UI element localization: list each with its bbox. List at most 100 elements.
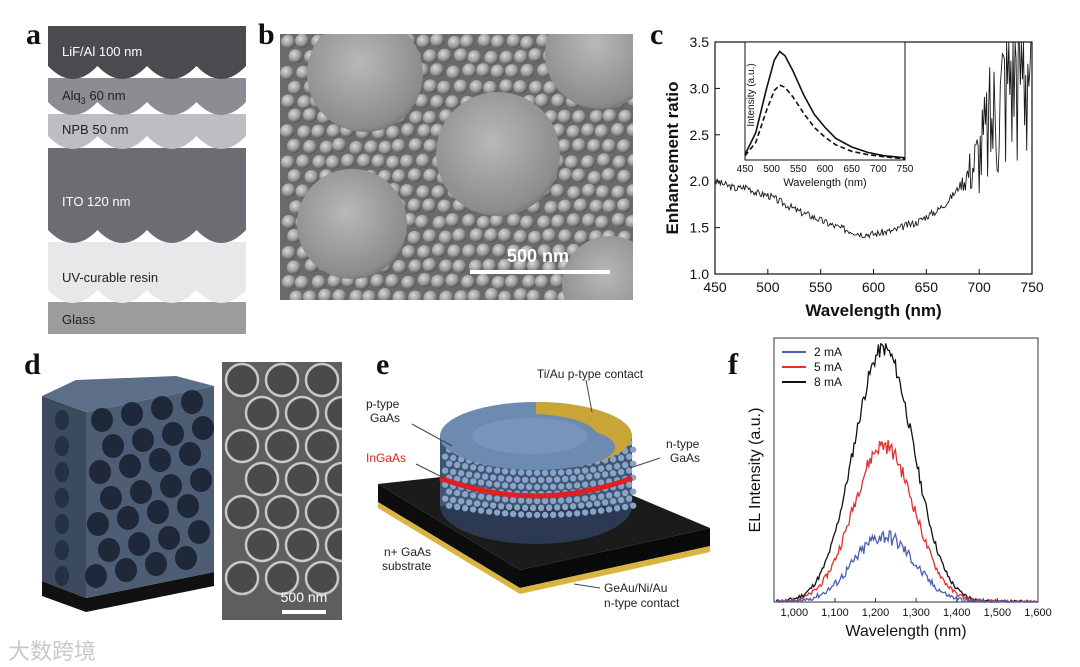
- small-sphere: [362, 290, 377, 300]
- small-sphere: [280, 124, 295, 139]
- nanobead: [533, 511, 541, 519]
- opal-hole: [158, 526, 180, 550]
- nanobead: [501, 510, 509, 517]
- nanobead: [609, 456, 617, 463]
- nanobead: [625, 467, 633, 474]
- small-sphere: [415, 214, 430, 229]
- nanobead: [529, 476, 537, 484]
- nanobead: [561, 503, 569, 511]
- small-sphere: [452, 228, 467, 243]
- nanobead: [477, 479, 485, 486]
- small-sphere: [467, 50, 482, 65]
- small-sphere: [445, 273, 460, 288]
- layer-label: ITO 120 nm: [62, 194, 130, 209]
- small-sphere: [490, 213, 505, 228]
- top-contact-ring: [536, 402, 632, 464]
- panel-label-f: f: [728, 348, 738, 381]
- small-sphere: [476, 243, 491, 258]
- small-sphere: [513, 258, 528, 273]
- small-sphere: [294, 275, 309, 290]
- nanobead: [573, 468, 581, 475]
- small-sphere: [423, 168, 438, 183]
- nanobead: [457, 470, 465, 477]
- small-sphere: [581, 123, 596, 138]
- ingaas-layer: [439, 475, 633, 499]
- opal-hole: [85, 564, 107, 588]
- pore-ring: [324, 395, 342, 431]
- small-sphere: [446, 65, 461, 80]
- nanobead: [629, 502, 637, 509]
- nanobead: [549, 483, 557, 491]
- nanobead: [469, 506, 477, 513]
- opal-hole: [55, 566, 69, 586]
- nanobead: [521, 476, 529, 484]
- small-sphere: [550, 273, 565, 288]
- small-sphere: [416, 185, 431, 200]
- opal-hole: [55, 540, 69, 560]
- small-sphere: [572, 138, 587, 153]
- small-sphere: [526, 258, 541, 273]
- nanobead: [549, 469, 557, 477]
- opal-hole: [100, 486, 122, 510]
- small-sphere: [507, 213, 522, 228]
- small-sphere: [281, 214, 296, 229]
- x-tick-label: 1,400: [943, 607, 971, 619]
- watermark-text: 大数跨境: [8, 640, 97, 665]
- small-sphere: [513, 229, 528, 244]
- nanobead: [477, 493, 485, 500]
- series-line-enhancement: [714, 41, 1032, 240]
- small-sphere: [288, 49, 303, 64]
- y-tick-label: 2.5: [690, 127, 710, 143]
- small-sphere: [432, 215, 447, 230]
- small-sphere: [371, 154, 386, 169]
- nanobead: [453, 475, 461, 483]
- nanobead: [481, 501, 489, 508]
- nanobead: [585, 473, 593, 480]
- opal-hole: [147, 500, 169, 524]
- nanobead: [605, 492, 613, 499]
- small-sphere: [430, 94, 445, 109]
- small-sphere: [528, 230, 543, 245]
- small-sphere: [311, 124, 326, 139]
- small-sphere: [319, 140, 334, 155]
- opal-hole: [55, 462, 69, 482]
- small-sphere: [467, 289, 482, 300]
- nanobead: [577, 474, 585, 481]
- pore-ring: [224, 428, 260, 464]
- nanobead: [461, 463, 469, 470]
- panel-label-d: d: [24, 348, 41, 381]
- small-sphere: [462, 63, 477, 78]
- panel-label-a: a: [26, 18, 41, 51]
- small-sphere: [594, 124, 609, 139]
- pore-ring: [304, 494, 340, 530]
- small-sphere: [564, 155, 579, 170]
- nanobead: [621, 461, 629, 469]
- small-sphere: [492, 243, 507, 258]
- small-sphere: [392, 290, 407, 300]
- pore-ring: [224, 560, 260, 596]
- nanobead: [517, 469, 525, 476]
- large-sphere: [297, 169, 407, 279]
- small-sphere: [287, 138, 302, 153]
- small-sphere: [332, 289, 347, 300]
- pore-ring: [284, 461, 320, 497]
- small-sphere: [611, 123, 626, 138]
- panel-label-b: b: [258, 18, 275, 51]
- nanobead: [465, 471, 473, 478]
- small-sphere: [407, 168, 422, 183]
- x-tick-label: 1,100: [821, 607, 849, 619]
- small-sphere: [378, 140, 393, 155]
- opal-hole: [117, 506, 139, 530]
- small-sphere: [445, 213, 460, 228]
- large-sphere: [436, 92, 560, 216]
- opal-hole: [177, 494, 199, 518]
- small-sphere: [286, 260, 301, 275]
- small-sphere: [617, 139, 632, 154]
- small-sphere: [497, 258, 512, 273]
- x-tick-label: 1,600: [1024, 607, 1052, 619]
- nanobead: [497, 475, 505, 482]
- small-sphere: [296, 65, 311, 80]
- small-sphere: [386, 125, 401, 140]
- small-sphere: [534, 274, 549, 289]
- nanobead: [509, 510, 517, 518]
